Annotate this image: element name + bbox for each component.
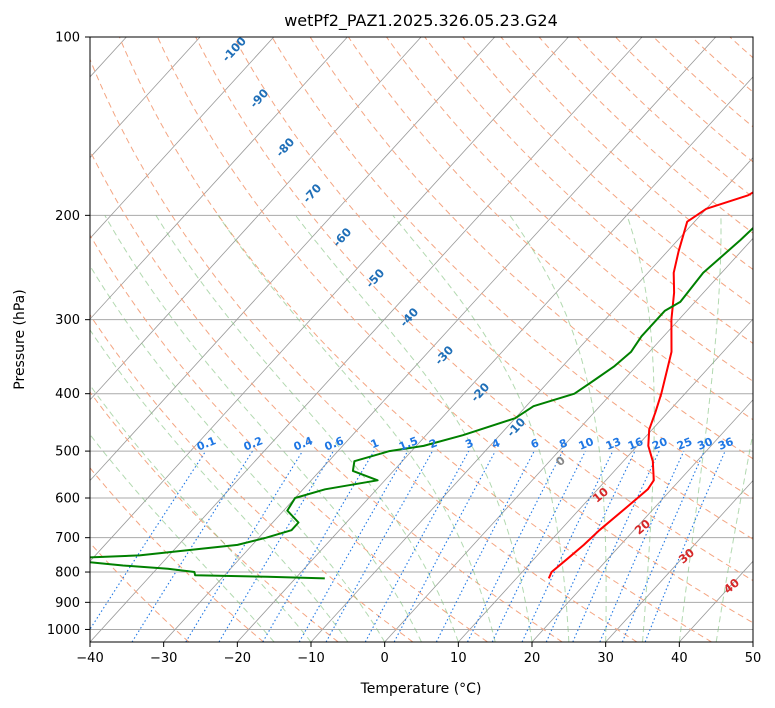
background-lines [90,24,775,642]
chart-title: wetPf2_PAZ1.2025.326.05.23.G24 [284,11,558,31]
dry-adiabat-line [90,542,190,642]
isotherm-line [605,479,753,642]
moist-adiabat-line [90,329,349,642]
x-tick-label: 40 [671,651,688,666]
x-tick-label: −20 [224,651,251,666]
temperature-line [547,191,753,579]
moist-adiabat-line [90,264,386,642]
moist-adiabat-line [217,215,496,642]
y-tick-label: 600 [55,492,80,507]
mixing-ratio-label: 25 [675,435,694,453]
mixing-ratio-line [364,450,470,642]
dry-adiabat-line [424,37,753,344]
y-tick-label: 300 [55,313,80,328]
x-tick-label: 50 [745,651,762,666]
y-tick-label: 1000 [47,623,80,638]
isotherm-line [90,37,275,239]
mixing-ratio-label: 2 [427,436,439,451]
x-tick-label: 10 [450,651,467,666]
isotherm-line [384,237,753,642]
isotherm-line [531,399,753,642]
mixing-ratio-label: 8 [557,436,569,451]
dry-adiabat-line [157,37,753,624]
x-tick-label: 20 [524,651,541,666]
mixing-ratio-label: 1 [369,436,381,451]
x-tick-label: 30 [597,651,614,666]
isotherm-line [90,37,569,562]
x-tick-label: 0 [381,651,389,666]
mixing-ratio-line [644,450,726,642]
mixing-ratio-label: 3 [463,436,475,451]
y-axis-label: Pressure (hPa) [12,289,28,389]
moist-adiabat-line [509,215,607,642]
dry-adiabat-line [90,234,488,642]
isotherm-line [90,37,496,482]
x-tick-label: −40 [76,651,103,666]
isotherm-line [90,37,422,401]
dry-adiabat-line [90,467,264,642]
mixing-ratio-line [90,450,207,631]
moist-adiabat-line [626,215,655,642]
y-tick-label: 800 [55,566,80,581]
mixing-ratio-line [467,450,564,642]
mixing-ratio-line [131,450,254,642]
moist-adiabat-line [678,215,722,642]
mixing-ratio-line [621,450,705,642]
isotherm-line [90,37,201,159]
y-tick-label: 200 [55,209,80,224]
y-tick-label: 400 [55,387,80,402]
moist-adiabat-line [155,215,459,642]
mixing-ratio-label: 36 [716,435,735,453]
dry-adiabat-line [385,37,753,382]
moist-adiabat-line [90,433,275,642]
isotherm-line [90,37,348,320]
mixing-ratio-label: 20 [650,435,669,453]
dry-adiabat-line [753,24,775,642]
isotherm-line [237,76,753,642]
dry-adiabat-line [90,58,638,642]
dewpoint-line [90,226,753,580]
dry-adiabat-line [462,37,753,307]
isotherm-line [752,641,753,642]
y-tick-label: 100 [55,31,80,46]
mixing-ratio-label: 30 [695,435,714,453]
moist-adiabat-line [392,214,570,642]
mixing-ratio-label: 13 [604,435,623,453]
plot-background [90,37,753,642]
mixing-ratio-label: 10 [577,435,596,453]
dry-adiabat-line [347,37,753,421]
mixing-ratio-line [393,450,496,642]
isotherm-line [458,318,753,642]
isotherm-line [90,37,643,642]
axes: −40 −30 −20 −10 0 10 20 30 40 50 100 200 300 400 500 60… [47,31,761,667]
dry-adiabat-line [90,149,563,642]
y-tick-label: 700 [55,531,80,546]
plot-frame [89,36,754,643]
mixing-ratio-line [185,450,304,642]
mixing-ratio-line [325,450,433,642]
mixing-ratio-line [599,450,685,642]
moist-adiabat-line [715,430,753,642]
x-tick-label: −30 [150,651,177,666]
x-tick-label: −10 [297,651,324,666]
y-tick-label: 500 [55,445,80,460]
profile-lines [90,191,753,580]
dry-adiabat-line [118,37,712,642]
y-tick-label: 900 [55,596,80,611]
mixing-ratio-line [572,450,660,642]
moist-adiabat-line [104,215,422,642]
dry-adiabat-line [90,391,339,642]
x-axis-label: Temperature (°C) [360,681,482,697]
mixing-ratio-label: 16 [626,435,645,453]
